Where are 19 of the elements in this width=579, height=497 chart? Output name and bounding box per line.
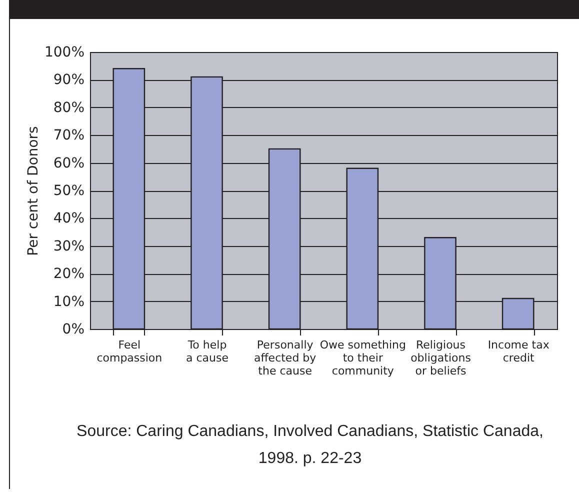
x-tick-label: To help a cause xyxy=(186,338,229,364)
x-tick-label: Owe something to their community xyxy=(320,338,406,378)
x-tick-label: Feel compassion xyxy=(96,338,162,364)
y-tick-label: 90% xyxy=(53,72,84,88)
y-tick-label: 100% xyxy=(44,44,84,60)
y-axis-title: Per cent of Donors xyxy=(25,126,42,256)
y-tick-label: 30% xyxy=(53,238,84,254)
y-tick-label: 10% xyxy=(53,294,84,310)
x-tick-label: Income tax credit xyxy=(488,338,550,364)
y-tick-label: 80% xyxy=(53,100,84,116)
x-tick-label: Religious obligations or beliefs xyxy=(410,338,472,378)
x-tick-label: Personally affected by the cause xyxy=(254,338,317,378)
y-tick-label: 50% xyxy=(53,183,84,199)
y-tick-label: 40% xyxy=(53,210,84,227)
y-tick-label: 60% xyxy=(53,155,84,172)
y-tick-label: 20% xyxy=(53,266,84,282)
y-tick-label: 0% xyxy=(62,322,84,338)
source-note: Source: Caring Canadians, Involved Canadians, Statistic Canada, 1998. p. 22-23 xyxy=(76,422,544,469)
y-tick-label: 70% xyxy=(53,128,84,144)
